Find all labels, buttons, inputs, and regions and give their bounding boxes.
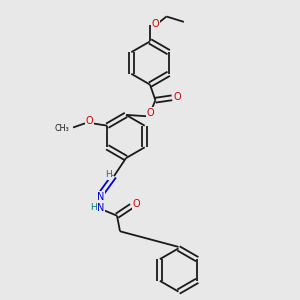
Text: CH₃: CH₃ bbox=[55, 124, 70, 133]
Text: H: H bbox=[105, 170, 112, 179]
Text: O: O bbox=[132, 199, 140, 209]
Text: O: O bbox=[152, 19, 159, 29]
Text: O: O bbox=[173, 92, 181, 102]
Text: H: H bbox=[91, 203, 97, 212]
Text: N: N bbox=[97, 192, 104, 202]
Text: N: N bbox=[98, 203, 105, 213]
Text: O: O bbox=[146, 108, 154, 118]
Text: O: O bbox=[85, 116, 93, 127]
